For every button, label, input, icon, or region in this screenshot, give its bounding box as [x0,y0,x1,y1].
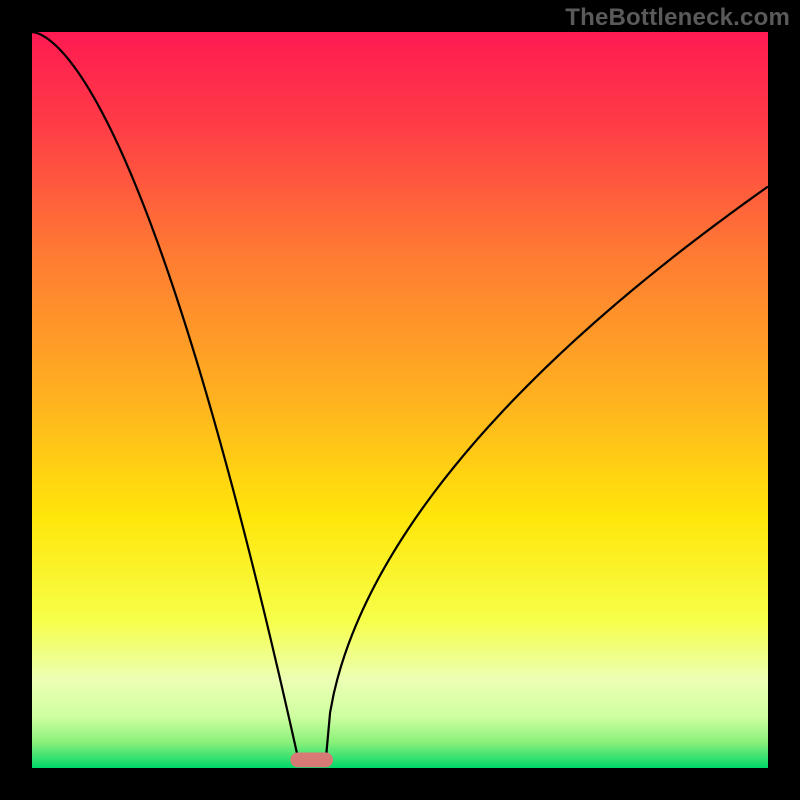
bottleneck-chart [0,0,800,800]
watermark-text: TheBottleneck.com [565,4,790,32]
chart-container: { "meta": { "watermark_text": "TheBottle… [0,0,800,800]
minimum-marker [290,753,333,768]
plot-background [32,32,768,768]
